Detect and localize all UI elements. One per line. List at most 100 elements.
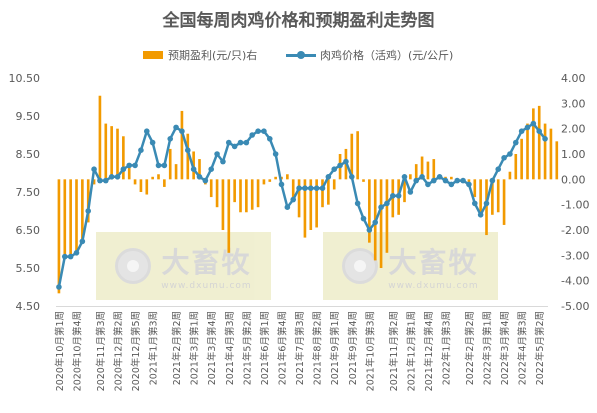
price-point [114,174,121,180]
profit-bar [151,176,154,180]
x-axis-tick-label: 2022年5月第2周 [534,311,546,385]
left-axis-tick-label: 9.50 [16,110,41,123]
price-point [220,158,226,165]
x-axis-tick-label: 2021年10月第3周 [364,311,376,391]
profit-bar [496,179,500,213]
profit-bar [491,179,494,215]
profit-bar [268,179,272,182]
x-axis-tick-label: 2021年4月第3周 [224,311,236,385]
profit-bar [69,179,72,256]
profit-bar [256,179,260,208]
legend-item-price: 肉鸡价格（活鸡）(元/公斤) [286,47,453,63]
profit-bar [532,108,535,180]
profit-bar [508,171,512,180]
price-point [179,128,185,134]
x-axis-tick-label: 2021年9月第1周 [329,311,341,385]
profit-bar [327,179,330,205]
price-point [255,128,261,134]
price-point [249,132,256,138]
profit-bar [139,179,143,192]
price-point [430,177,437,184]
x-axis-tick-label: 2021年9月第4周 [347,311,359,385]
price-point [501,155,507,161]
price-point [366,227,373,233]
profit-bar [368,179,371,243]
profit-bar [473,179,477,198]
profit-bar [233,179,236,203]
profit-bar [57,179,61,294]
price-point [161,162,168,169]
profit-bar [332,179,336,190]
price-point [155,162,162,169]
price-point [313,185,320,191]
price-point [184,147,191,153]
profit-bar [180,110,184,180]
x-axis-tick-label: 2020年10月第1周 [54,311,66,391]
left-axis-tick-label: 8.50 [16,148,41,161]
price-point [419,174,425,180]
left-axis-tick-label: 7.50 [16,186,41,199]
profit-bar [485,179,488,236]
price-point [272,151,279,157]
profit-bar [385,179,389,253]
price-point [149,139,156,146]
right-axis: -5.00 -4.00 -3.00 -2.00 -1.00 0.00 1.00 2.00 3.0… [561,72,589,313]
price-point [407,189,414,195]
left-axis: 4.50 5.50 6.50 7.50 8.50 9.50 10.50 [9,72,41,313]
x-axis-tick-label: 2021年6月第1周 [259,311,271,385]
x-axis: 2020年10月第1周 2020年10月第4周 2020年11月第3周 2020年12… [54,306,548,391]
price-point [337,162,343,169]
profit-bar [555,141,559,180]
legend-swatch-line [286,50,316,60]
profit-bar [450,176,453,180]
price-point [231,143,238,150]
price-point [278,181,285,188]
profit-bars [57,95,559,294]
profit-bar [198,159,201,180]
profit-bar [502,179,506,225]
profit-bar [514,154,518,180]
legend-label-price: 肉鸡价格（活鸡）(元/公斤) [320,49,454,62]
profit-bar [221,179,225,230]
x-axis-tick-label: 2022年2月第2周 [464,311,476,385]
price-point [126,162,133,169]
profit-bar [104,123,108,180]
price-point [325,174,332,180]
price-point [495,166,502,172]
profit-bar [432,159,436,180]
right-axis-tick-label: 3.00 [561,97,586,110]
price-point [372,219,379,226]
profit-bar [537,105,541,180]
chart-title: 全国每周肉鸡价格和预期盈利走势图 [162,11,435,31]
profit-bar [245,179,248,213]
x-axis-tick-label: 2021年5月第2周 [241,311,253,385]
x-axis-tick-label: 2021年8月第2周 [312,311,324,385]
watermark-url: www.dxumu.com [161,281,252,291]
price-point [483,200,490,207]
watermark-logo-icon [342,248,379,284]
price-point [507,151,513,157]
watermark-url: www.dxumu.com [388,281,479,291]
price-line-path [57,122,547,288]
profit-bar [133,179,137,185]
watermark-logo-icon [115,248,152,284]
price-point [173,124,179,131]
price-point [436,174,443,180]
price-point [307,185,314,191]
price-point [97,177,103,184]
profit-bar [168,148,172,180]
profit-bar [127,164,131,180]
x-axis-tick-label: 2021年3月第4周 [206,311,218,385]
profit-bar [379,179,383,268]
price-point [530,120,537,127]
price-point [489,177,496,184]
profit-bar [174,164,178,180]
profit-bar [186,133,190,180]
price-point [243,139,250,146]
price-point [132,162,138,169]
profit-bar [414,164,418,180]
right-axis-tick-label: -5.00 [561,300,589,313]
price-point [143,128,150,134]
x-axis-tick-label: 2022年1月第3周 [441,311,453,385]
